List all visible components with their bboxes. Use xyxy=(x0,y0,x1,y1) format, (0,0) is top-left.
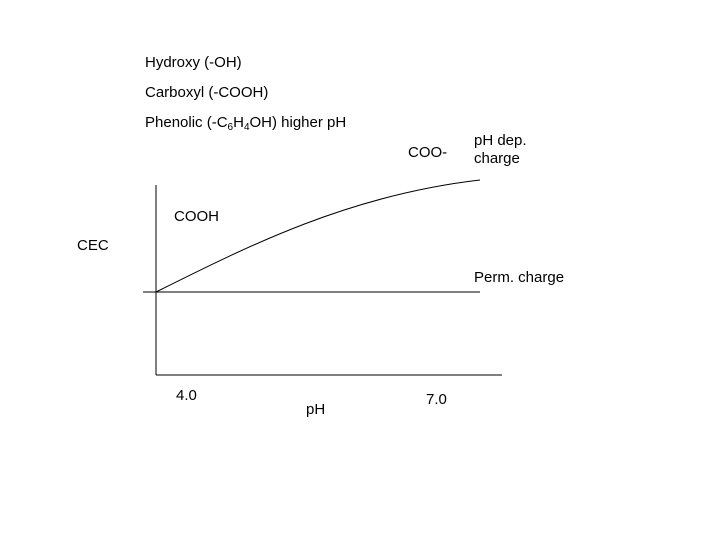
ph-dependent-charge-label-line1: pH dep. xyxy=(474,132,527,149)
tick-label-4: 4.0 xyxy=(176,387,197,404)
phenolic-mid: H xyxy=(233,114,244,131)
phenolic-prefix: Phenolic (-C xyxy=(145,114,228,131)
phenolic-subscript-6: 6 xyxy=(227,122,234,133)
phenolic-suffix: OH) higher pH xyxy=(249,114,347,131)
coo-minus-label: COO- xyxy=(408,144,448,161)
cooh-label: COOH xyxy=(174,208,219,225)
tick-label-7: 7.0 xyxy=(426,391,447,408)
carboxyl-group-label: Carboxyl (-COOH) xyxy=(145,84,269,101)
phenolic-group-label: Phenolic (-C6H4OH) higher pH xyxy=(145,114,347,133)
cec-axis-label: CEC xyxy=(77,237,109,254)
ph-dependent-charge-curve xyxy=(155,179,481,293)
phenolic-subscript-4: 4 xyxy=(243,122,250,133)
ph-dependent-charge-label-line2: charge xyxy=(474,150,520,167)
hydroxy-group-label: Hydroxy (-OH) xyxy=(145,54,242,71)
permanent-charge-label: Perm. charge xyxy=(474,269,565,286)
x-axis-label: pH xyxy=(306,401,326,418)
